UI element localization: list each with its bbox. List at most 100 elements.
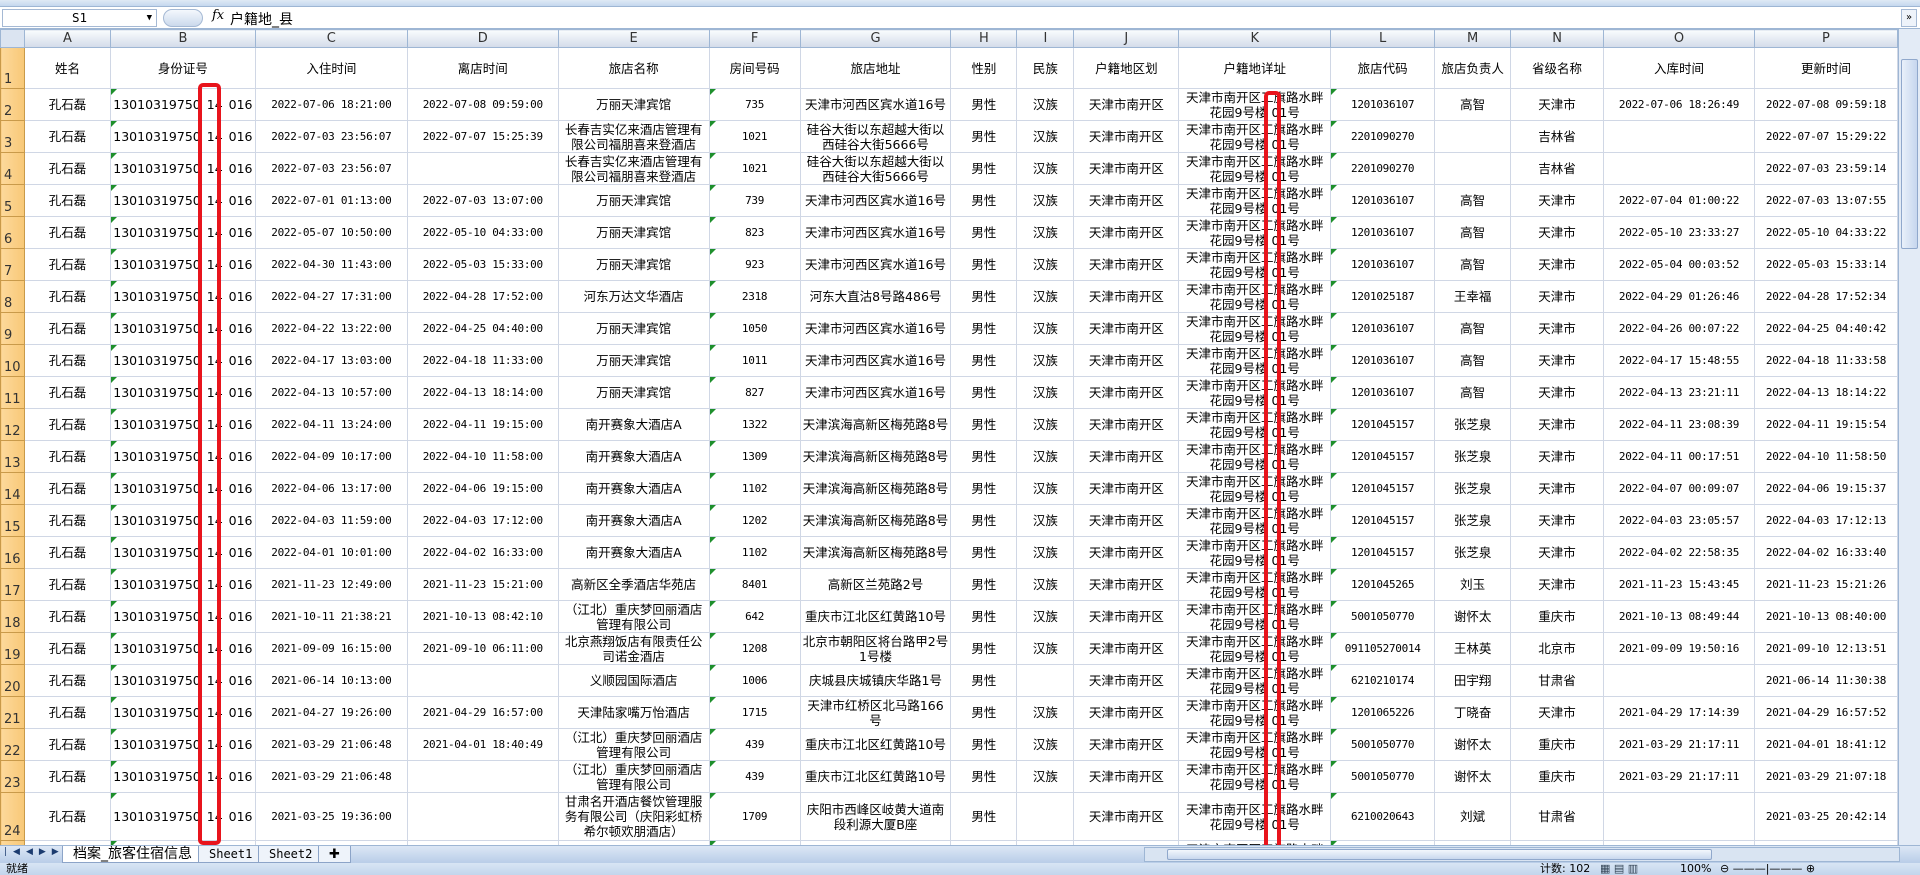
row-header-10[interactable]: 10 (0, 344, 25, 377)
cell-I19[interactable]: 汉族 (1016, 632, 1075, 665)
cell-B13[interactable]: 13010319750 14 016 (109, 440, 256, 473)
cell-P11[interactable]: 2022-04-13 18:14:22 (1753, 376, 1898, 409)
horizontal-scroll-thumb[interactable] (1167, 849, 1712, 860)
row-header-12[interactable]: 12 (0, 408, 25, 441)
cell-C9[interactable]: 2022-04-22 13:22:00 (254, 312, 408, 345)
cell-K12[interactable]: 天津市南开区工旗路水畔花园9号楼 01号 (1178, 408, 1332, 441)
cell-H11[interactable]: 男性 (950, 376, 1018, 409)
cell-J8[interactable]: 天津市南开区 (1073, 280, 1180, 313)
cell-A12[interactable]: 孔石磊 (23, 408, 111, 441)
cell-B22[interactable]: 13010319750 14 016 (109, 728, 256, 761)
cell-P20[interactable]: 2021-06-14 11:30:38 (1753, 664, 1898, 697)
cell-F11[interactable]: 827 (708, 376, 801, 409)
cell-C7[interactable]: 2022-04-30 11:43:00 (254, 248, 408, 281)
header-cell-N[interactable]: 省级名称 (1510, 47, 1605, 89)
cell-E13[interactable]: 南开赛象大酒店A (557, 440, 710, 473)
cell-M25[interactable] (1434, 840, 1512, 845)
cell-D12[interactable]: 2022-04-11 19:15:00 (406, 408, 559, 441)
column-header-D[interactable]: D (406, 29, 559, 48)
cell-N15[interactable]: 天津市 (1510, 504, 1605, 537)
cell-M20[interactable]: 田宇翔 (1434, 664, 1512, 697)
cell-P10[interactable]: 2022-04-18 11:33:58 (1753, 344, 1898, 377)
cell-D22[interactable]: 2021-04-01 18:40:49 (406, 728, 559, 761)
column-header-E[interactable]: E (557, 29, 710, 48)
row-header-21[interactable]: 21 (0, 696, 25, 729)
cell-J9[interactable]: 天津市南开区 (1073, 312, 1180, 345)
cell-F12[interactable]: 1322 (708, 408, 801, 441)
cell-O12[interactable]: 2022-04-11 23:08:39 (1603, 408, 1755, 441)
cell-N17[interactable]: 天津市 (1510, 568, 1605, 601)
cell-J20[interactable]: 天津市南开区 (1073, 664, 1180, 697)
cell-H17[interactable]: 男性 (950, 568, 1018, 601)
row-header-16[interactable]: 16 (0, 536, 25, 569)
vertical-scrollbar[interactable] (1898, 29, 1920, 845)
cell-J17[interactable]: 天津市南开区 (1073, 568, 1180, 601)
cell-L16[interactable]: 1201045157 (1330, 536, 1436, 569)
row-header-6[interactable]: 6 (0, 216, 25, 249)
column-header-F[interactable]: F (708, 29, 801, 48)
cell-O11[interactable]: 2022-04-13 23:21:11 (1603, 376, 1755, 409)
cell-K19[interactable]: 天津市南开区工旗路水畔花园9号楼 01号 (1178, 632, 1332, 665)
cell-I11[interactable]: 汉族 (1016, 376, 1075, 409)
cell-G16[interactable]: 天津滨海高新区梅苑路8号 (799, 536, 952, 569)
cell-D14[interactable]: 2022-04-06 19:15:00 (406, 472, 559, 505)
cell-P8[interactable]: 2022-04-28 17:52:34 (1753, 280, 1898, 313)
cell-H6[interactable]: 男性 (950, 216, 1018, 249)
cell-K17[interactable]: 天津市南开区工旗路水畔花园9号楼 01号 (1178, 568, 1332, 601)
cell-N8[interactable]: 天津市 (1510, 280, 1605, 313)
cell-J5[interactable]: 天津市南开区 (1073, 184, 1180, 217)
header-cell-B[interactable]: 身份证号 (109, 47, 256, 89)
cell-K20[interactable]: 天津市南开区工旗路水畔花园9号楼 01号 (1178, 664, 1332, 697)
cell-D7[interactable]: 2022-05-03 15:33:00 (406, 248, 559, 281)
cell-A24[interactable]: 孔石磊 (23, 792, 111, 841)
cell-B20[interactable]: 13010319750 14 016 (109, 664, 256, 697)
cell-F13[interactable]: 1309 (708, 440, 801, 473)
cell-H18[interactable]: 男性 (950, 600, 1018, 633)
header-cell-A[interactable]: 姓名 (23, 47, 111, 89)
cell-K8[interactable]: 天津市南开区工旗路水畔花园9号楼 01号 (1178, 280, 1332, 313)
cell-F4[interactable]: 1021 (708, 152, 801, 185)
cell-L22[interactable]: 5001050770 (1330, 728, 1436, 761)
row-header-5[interactable]: 5 (0, 184, 25, 217)
cell-F6[interactable]: 823 (708, 216, 801, 249)
cell-C16[interactable]: 2022-04-01 10:01:00 (254, 536, 408, 569)
cell-B18[interactable]: 13010319750 14 016 (109, 600, 256, 633)
expand-formula-bar-icon[interactable]: » (1901, 9, 1917, 27)
cell-H25[interactable] (950, 840, 1018, 845)
cell-J6[interactable]: 天津市南开区 (1073, 216, 1180, 249)
cell-I22[interactable]: 汉族 (1016, 728, 1075, 761)
row-header-4[interactable]: 4 (0, 152, 25, 185)
cell-C4[interactable]: 2022-07-03 23:56:07 (254, 152, 408, 185)
cell-G10[interactable]: 天津市河西区宾水道16号 (799, 344, 952, 377)
cell-C20[interactable]: 2021-06-14 10:13:00 (254, 664, 408, 697)
cell-D6[interactable]: 2022-05-10 04:33:00 (406, 216, 559, 249)
row-header-7[interactable]: 7 (0, 248, 25, 281)
cell-G24[interactable]: 庆阳市西峰区岐黄大道南段利源大厦B座 (799, 792, 952, 841)
cell-L20[interactable]: 6210210174 (1330, 664, 1436, 697)
cell-C13[interactable]: 2022-04-09 10:17:00 (254, 440, 408, 473)
row-header-23[interactable]: 23 (0, 760, 25, 793)
cell-M2[interactable]: 高智 (1434, 88, 1512, 121)
cell-N19[interactable]: 北京市 (1510, 632, 1605, 665)
cell-H4[interactable]: 男性 (950, 152, 1018, 185)
row-header-18[interactable]: 18 (0, 600, 25, 633)
cell-B23[interactable]: 13010319750 14 016 (109, 760, 256, 793)
cell-J10[interactable]: 天津市南开区 (1073, 344, 1180, 377)
cell-D8[interactable]: 2022-04-28 17:52:00 (406, 280, 559, 313)
cell-B8[interactable]: 13010319750 14 016 (109, 280, 256, 313)
cell-J11[interactable]: 天津市南开区 (1073, 376, 1180, 409)
cell-F2[interactable]: 735 (708, 88, 801, 121)
cell-A21[interactable]: 孔石磊 (23, 696, 111, 729)
cell-I6[interactable]: 汉族 (1016, 216, 1075, 249)
header-cell-F[interactable]: 房间号码 (708, 47, 801, 89)
cell-G15[interactable]: 天津滨海高新区梅苑路8号 (799, 504, 952, 537)
cell-H13[interactable]: 男性 (950, 440, 1018, 473)
cell-O22[interactable]: 2021-03-29 21:17:11 (1603, 728, 1755, 761)
cell-B21[interactable]: 13010319750 14 016 (109, 696, 256, 729)
cell-E17[interactable]: 高新区全季酒店华苑店 (557, 568, 710, 601)
cell-N12[interactable]: 天津市 (1510, 408, 1605, 441)
cell-D5[interactable]: 2022-07-03 13:07:00 (406, 184, 559, 217)
row-header-9[interactable]: 9 (0, 312, 25, 345)
cell-E23[interactable]: （江北）重庆梦回丽酒店管理有限公司 (557, 760, 710, 793)
row-header-14[interactable]: 14 (0, 472, 25, 505)
